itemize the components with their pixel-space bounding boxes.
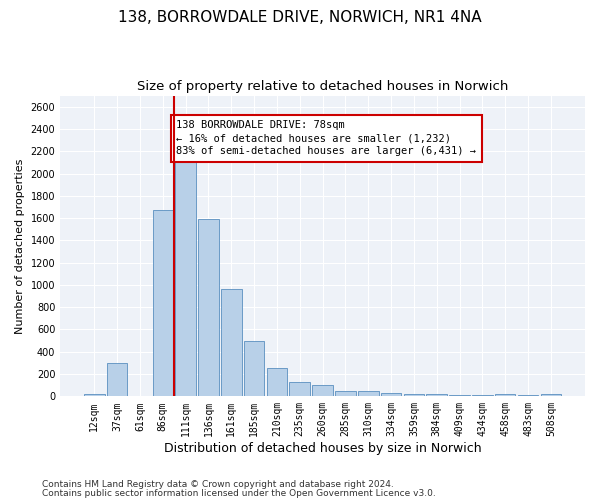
Bar xyxy=(358,392,379,396)
Text: Contains public sector information licensed under the Open Government Licence v3: Contains public sector information licen… xyxy=(42,488,436,498)
Text: Contains HM Land Registry data © Crown copyright and database right 2024.: Contains HM Land Registry data © Crown c… xyxy=(42,480,394,489)
Title: Size of property relative to detached houses in Norwich: Size of property relative to detached ho… xyxy=(137,80,508,93)
Bar xyxy=(198,219,219,396)
Text: 138 BORROWDALE DRIVE: 78sqm
← 16% of detached houses are smaller (1,232)
83% of : 138 BORROWDALE DRIVE: 78sqm ← 16% of det… xyxy=(176,120,476,156)
Bar xyxy=(107,363,127,396)
Bar xyxy=(472,395,493,396)
Bar xyxy=(221,290,242,397)
Text: 138, BORROWDALE DRIVE, NORWICH, NR1 4NA: 138, BORROWDALE DRIVE, NORWICH, NR1 4NA xyxy=(118,10,482,25)
Bar xyxy=(152,210,173,396)
Y-axis label: Number of detached properties: Number of detached properties xyxy=(15,158,25,334)
Bar xyxy=(541,394,561,396)
Bar xyxy=(266,368,287,396)
Bar xyxy=(335,392,356,396)
Bar xyxy=(495,394,515,396)
Bar xyxy=(404,394,424,396)
Bar xyxy=(244,340,265,396)
X-axis label: Distribution of detached houses by size in Norwich: Distribution of detached houses by size … xyxy=(164,442,481,455)
Bar xyxy=(289,382,310,396)
Bar xyxy=(313,385,333,396)
Bar xyxy=(381,393,401,396)
Bar xyxy=(84,394,104,396)
Bar xyxy=(518,395,538,396)
Bar xyxy=(427,394,447,396)
Bar xyxy=(449,395,470,396)
Bar xyxy=(175,158,196,396)
